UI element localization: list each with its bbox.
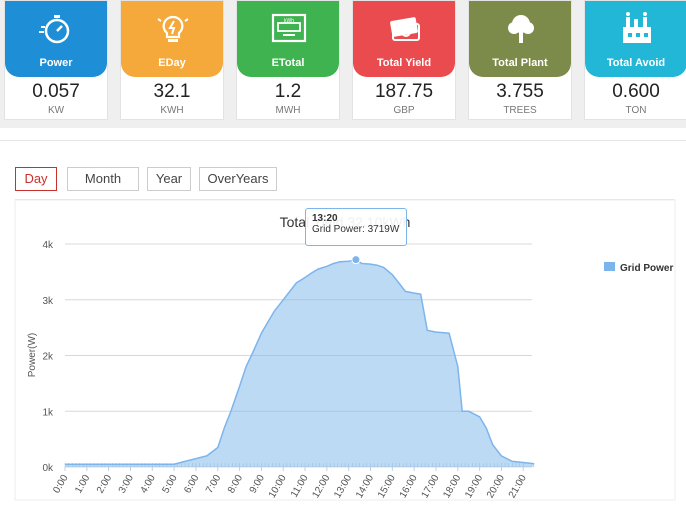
x-tick-label: 10:00 xyxy=(267,473,289,501)
tab-month[interactable]: Month xyxy=(67,167,139,191)
card-unit: KWH xyxy=(160,105,184,116)
card-header: Power xyxy=(5,1,107,77)
banknotes-icon xyxy=(390,17,420,41)
x-tick-label: 12:00 xyxy=(310,473,332,501)
x-tick-label: 14:00 xyxy=(354,473,376,501)
card-value: 3.755 xyxy=(496,81,544,102)
card-value: 0.600 xyxy=(612,81,660,102)
summary-cards: Power 0.057 KW EDay 32.1 KWH kWh ETotal 1.2 MWH To… xyxy=(0,0,686,128)
x-tick-label: 16:00 xyxy=(398,473,420,501)
stat-card: Total Avoid 0.600 TON xyxy=(584,0,686,120)
chart-tooltip: 13:20 Grid Power: 3719W xyxy=(305,208,407,246)
chart-frame xyxy=(14,199,676,501)
stopwatch-icon xyxy=(39,15,70,44)
x-tick-label: 0:00 xyxy=(51,473,70,496)
x-tick-label: 1:00 xyxy=(73,473,92,496)
y-tick-label: 0k xyxy=(42,463,54,474)
x-tick-label: 21:00 xyxy=(507,473,529,501)
card-label: EDay xyxy=(158,57,186,69)
tooltip-time: 13:20 xyxy=(312,213,338,224)
legend-swatch xyxy=(604,262,615,271)
stat-card: Total Plant 3.755 TREES xyxy=(468,0,572,120)
x-tick-label: 9:00 xyxy=(248,473,267,496)
tab-overyears[interactable]: OverYears xyxy=(199,167,277,191)
card-label: ETotal xyxy=(271,57,305,69)
card-unit: TREES xyxy=(503,105,537,116)
card-value: 187.75 xyxy=(374,81,434,102)
card-label: Total Yield xyxy=(376,57,432,69)
factory-icon xyxy=(623,12,651,43)
legend-label: Grid Power xyxy=(620,263,673,274)
card-unit: MWH xyxy=(275,105,301,116)
x-tick-label: 13:00 xyxy=(332,473,354,501)
card-header: kWh ETotal xyxy=(237,1,339,77)
x-tick-label: 8:00 xyxy=(226,473,245,496)
tab-year[interactable]: Year xyxy=(147,167,191,191)
y-tick-label: 4k xyxy=(42,240,54,251)
card-unit: TON xyxy=(625,105,647,116)
x-tick-label: 17:00 xyxy=(420,473,442,501)
x-tick-label: 4:00 xyxy=(139,473,158,496)
x-tick-label: 7:00 xyxy=(204,473,223,496)
card-label: Power xyxy=(39,57,73,69)
x-tick-label: 2:00 xyxy=(95,473,114,496)
y-tick-label: 1k xyxy=(42,407,54,418)
card-value: 32.1 xyxy=(153,81,191,102)
x-tick-label: 3:00 xyxy=(117,473,136,496)
x-tick-label: 20:00 xyxy=(485,473,507,501)
card-value: 0.057 xyxy=(32,81,80,102)
stat-card: EDay 32.1 KWH xyxy=(120,0,224,120)
tab-day[interactable]: Day xyxy=(15,167,57,191)
card-unit: KW xyxy=(47,105,65,116)
series-area xyxy=(65,259,535,467)
x-tick-label: 18:00 xyxy=(441,473,463,501)
y-tick-label: 2k xyxy=(42,352,54,363)
y-axis-label: Power(W) xyxy=(27,333,38,377)
stat-card: kWh ETotal 1.2 MWH xyxy=(236,0,340,120)
y-tick-label: 3k xyxy=(42,296,54,307)
card-unit: GBP xyxy=(393,105,415,116)
card-header: Total Avoid xyxy=(585,1,686,77)
stat-card: Power 0.057 KW xyxy=(4,0,108,120)
x-tick-label: 15:00 xyxy=(376,473,398,501)
x-tick-label: 6:00 xyxy=(182,473,201,496)
card-value: 1.2 xyxy=(274,81,302,102)
card-label: Total Avoid xyxy=(606,57,666,69)
card-header: Total Plant xyxy=(469,1,571,77)
tooltip-value: Grid Power: 3719W xyxy=(312,224,400,235)
card-label: Total Plant xyxy=(492,57,548,69)
x-tick-label: 11:00 xyxy=(289,473,311,500)
x-tick-label: 19:00 xyxy=(463,473,485,501)
card-header: EDay xyxy=(121,1,223,77)
stat-card: Total Yield 187.75 GBP xyxy=(352,0,456,120)
tree-icon xyxy=(508,15,534,43)
card-header: Total Yield xyxy=(353,1,455,77)
meter-icon: kWh xyxy=(271,13,307,43)
x-tick-label: 5:00 xyxy=(160,473,179,496)
svg-text:kWh: kWh xyxy=(284,18,294,24)
lightbulb-icon xyxy=(157,15,189,42)
highlight-point xyxy=(351,255,361,265)
